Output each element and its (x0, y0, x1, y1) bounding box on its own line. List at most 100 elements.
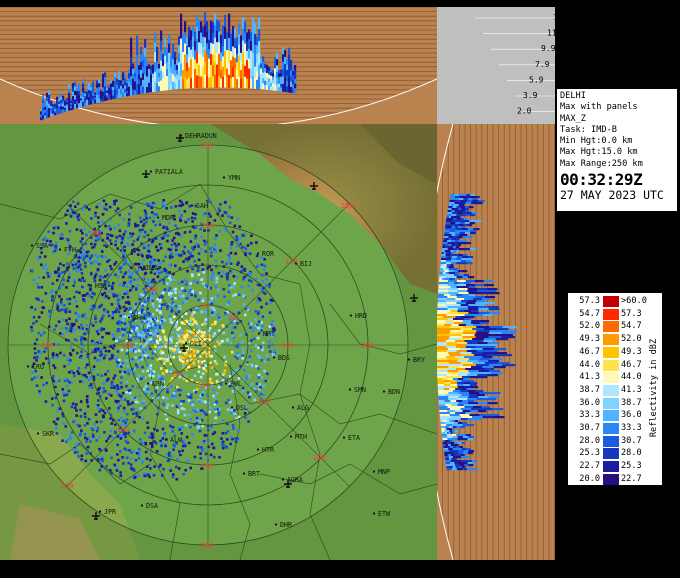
legend-high-value: 33.3 (621, 423, 642, 433)
place-label-alw: ALW (170, 436, 182, 444)
place-label-alg: ALG (297, 404, 309, 412)
legend-swatch (603, 346, 619, 358)
legend-swatch (603, 461, 619, 473)
legend-low-value: 38.7 (579, 384, 600, 395)
range-ring-label: 50 (229, 314, 237, 322)
legend-low-value: 36.0 (579, 397, 600, 408)
airport-icon (176, 134, 184, 142)
legend-low-value: 20.0 (579, 473, 600, 484)
place-dot (98, 510, 102, 513)
legend-swatch (603, 334, 619, 346)
place-labels: DEHRADUN PATIALA YMN SAH MDR ROR BIJ SSA FTH JND H… (26, 132, 425, 529)
range-ring-label: 50 (201, 382, 209, 390)
place-dot (281, 478, 285, 481)
range-ring-label: 200 (41, 342, 54, 350)
range-ring-label: 50 (201, 302, 209, 310)
place-dot (407, 358, 411, 361)
legend-low-value: 28.0 (579, 435, 600, 446)
airport-icon (410, 294, 418, 302)
legend-low-value: 41.3 (579, 372, 600, 383)
airport-icon (92, 512, 100, 520)
range-ring-label: 250 (341, 202, 354, 210)
place-label-dsa: DSA (146, 502, 158, 510)
max-range: Max Range:250 km (560, 158, 643, 169)
place-label-ymn: YMN (228, 174, 240, 182)
height-tick-label: 5.9 (529, 75, 544, 84)
place-label-mrt: MRT (263, 330, 275, 338)
legend-title-box: Reflectivity in dBZ (646, 313, 662, 463)
east-west-section-svg (437, 124, 555, 560)
place-dot (272, 356, 276, 359)
height-scale-svg: 13.0 11.8 9.9 7.9 5.9 3.9 2.0 (475, 13, 555, 116)
place-dot (257, 332, 261, 335)
place-dot (242, 472, 246, 475)
place-dot (274, 523, 278, 526)
legend-swatch (603, 321, 619, 333)
place-label-ror: ROR (262, 250, 274, 258)
place-label-agra: AGRA (287, 476, 303, 484)
place-label-ssa: SSA (36, 242, 48, 250)
place-label-jnd: JND (145, 264, 157, 272)
place-dot (348, 388, 352, 391)
place-dot (289, 435, 293, 438)
place-dot (372, 512, 376, 515)
radar-info-box: DELHI Max with panels MAX_Z Task: IMD-B … (556, 88, 678, 212)
place-label-bds: BDS (278, 354, 290, 362)
place-label-eta: ETA (348, 434, 360, 442)
height-tick-label: 13.0 (553, 13, 555, 22)
place-dot (89, 284, 93, 287)
side-ground-curve-edge (437, 124, 454, 560)
place-dot (382, 390, 386, 393)
place-dot (127, 316, 131, 319)
airport-icons (92, 134, 418, 520)
range-ring-label: 250 (201, 142, 214, 150)
place-label-hsr: HSR (95, 282, 107, 290)
height-tick-label: 7.9 (535, 60, 550, 69)
rajasthan-terrain (10, 504, 100, 560)
place-dot (256, 448, 260, 451)
airport-icon (310, 182, 318, 190)
range-ring-label: 100 (121, 342, 134, 350)
legend-high-value: 22.7 (621, 473, 642, 484)
range-ring-label: 200 (361, 342, 374, 350)
observation-date: 27 MAY 2023 UTC (560, 188, 664, 203)
east-west-section-panel (437, 124, 555, 560)
place-label-nrn: NRN (152, 380, 164, 388)
place-dot (184, 342, 188, 345)
range-ring-label: 150 (201, 462, 214, 470)
radar-map-svg[interactable]: 50 50 50 50 100 100 100 100 150 150 150 150 200 200 20… (0, 124, 437, 560)
legend-swatch (603, 435, 619, 447)
range-ring-label: 250 (201, 542, 214, 550)
side-ground-curve (437, 124, 453, 560)
range-ring-label: 100 (145, 286, 158, 294)
place-dot (224, 382, 228, 385)
observation-time: 00:32:29Z (560, 170, 643, 190)
range-ring-label: 100 (257, 398, 270, 406)
legend-low-value: 33.3 (579, 410, 600, 421)
task-name: Task: IMD-B (560, 124, 617, 135)
north-south-section-panel (0, 7, 437, 124)
place-label-sah: SAH (196, 202, 208, 210)
legend-swatch (603, 397, 619, 409)
place-dot (26, 365, 30, 368)
legend-swatch (603, 359, 619, 371)
place-dot (372, 470, 376, 473)
north-south-section-svg (0, 7, 437, 124)
product-name: Max with panels (560, 102, 638, 113)
min-height: Min Hgt:0.0 km (560, 136, 633, 147)
legend-high-value: 25.3 (621, 461, 642, 472)
legend-high-value: 44.0 (621, 372, 642, 383)
range-ring-label: 200 (89, 230, 102, 238)
place-dot (164, 438, 168, 441)
radar-ppi-map[interactable]: 50 50 50 50 100 100 100 100 150 150 150 150 200 200 20… (0, 124, 437, 560)
range-ring-label: 150 (285, 258, 298, 266)
place-label-dehradun: DEHRADUN (185, 132, 217, 140)
height-tick-label: 3.9 (523, 91, 538, 100)
place-label-fth: FTH (64, 246, 76, 254)
station-name: DELHI (560, 91, 586, 101)
place-label-dsl: DSL (236, 404, 248, 412)
legend-high-value: 38.7 (621, 397, 642, 408)
place-label-bdn: BDN (388, 388, 400, 396)
place-dot (342, 436, 346, 439)
place-dot (36, 432, 40, 435)
